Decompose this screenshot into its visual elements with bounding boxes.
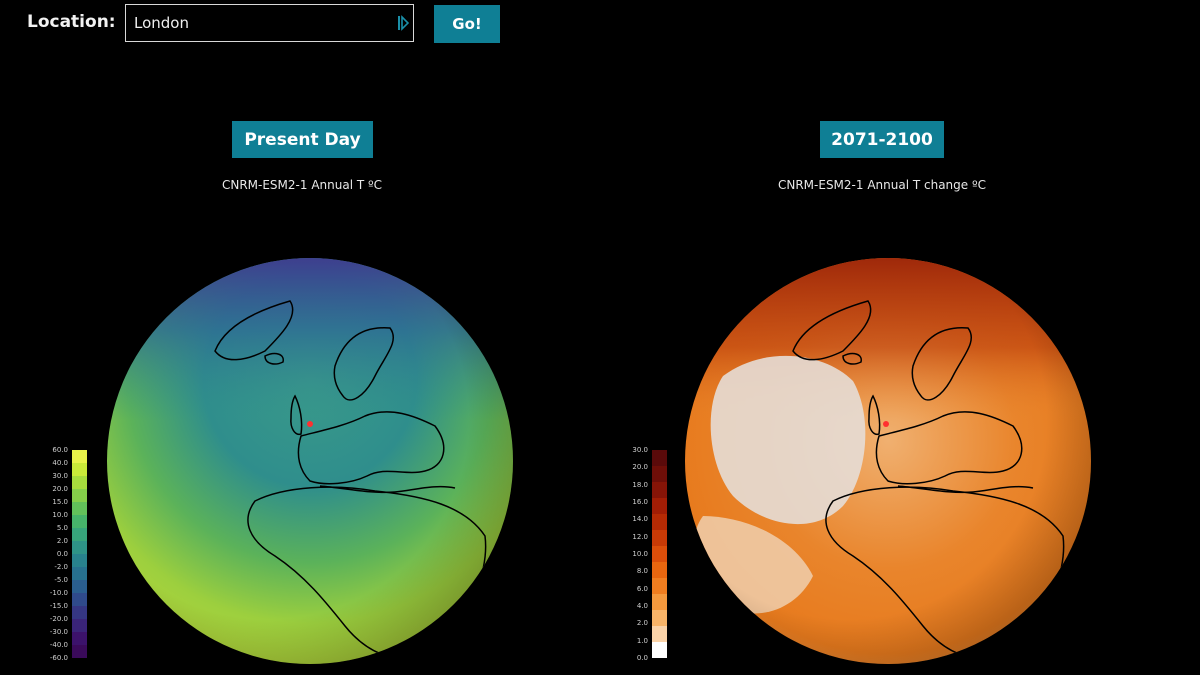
colorbar-segment — [72, 463, 87, 477]
location-input[interactable] — [125, 4, 414, 42]
colorbar-tick-label: -30.0 — [49, 628, 68, 636]
colorbar-tick-label: 5.0 — [56, 524, 68, 532]
colorbar-tick-label: -15.0 — [49, 602, 68, 610]
colorbar-segment — [652, 578, 667, 595]
present-day-colorbar — [72, 450, 87, 658]
colorbar-tick-label: 16.0 — [632, 497, 648, 506]
present-day-subtitle: CNRM-ESM2-1 Annual T ºC — [221, 178, 383, 192]
colorbar-tick-label: 10.0 — [632, 549, 648, 558]
colorbar-tick-label: 1.0 — [636, 636, 648, 645]
colorbar-tick-label: 2.0 — [636, 619, 648, 628]
colorbar-tick-label: 30.0 — [52, 472, 68, 480]
colorbar-segment — [652, 626, 667, 643]
colorbar-segment — [72, 632, 87, 646]
colorbar-tick-label: 20.0 — [632, 463, 648, 472]
colorbar-segment — [72, 502, 87, 516]
colorbar-segment — [72, 489, 87, 503]
colorbar-tick-label: 14.0 — [632, 515, 648, 524]
colorbar-segment — [72, 593, 87, 607]
colorbar-segment — [652, 594, 667, 611]
colorbar-tick-label: 10.0 — [52, 511, 68, 519]
colorbar-segment — [652, 562, 667, 579]
colorbar-tick-label: -5.0 — [54, 576, 68, 584]
colorbar-segment — [652, 466, 667, 483]
colorbar-tick-label: -2.0 — [54, 563, 68, 571]
colorbar-tick-label: 12.0 — [632, 532, 648, 541]
colorbar-segment — [652, 610, 667, 627]
colorbar-tick-label: 30.0 — [632, 446, 648, 454]
colorbar-segment — [72, 450, 87, 464]
colorbar-segment — [652, 642, 667, 658]
colorbar-tick-label: 60.0 — [52, 446, 68, 454]
colorbar-tick-label: 18.0 — [632, 480, 648, 489]
colorbar-segment — [72, 580, 87, 594]
colorbar-tick-label: -40.0 — [49, 641, 68, 649]
present-day-colorbar-ticks: 60.0 40.0 30.0 20.0 15.0 10.0 5.0 2.0 0.0 -2.0 -5.… — [40, 446, 68, 662]
future-globe[interactable] — [683, 256, 1093, 666]
colorbar-tick-label: -60.0 — [49, 654, 68, 662]
present-day-button[interactable]: Present Day — [232, 121, 373, 158]
location-arrow-icon[interactable] — [397, 15, 409, 31]
colorbar-tick-label: 40.0 — [52, 459, 68, 467]
colorbar-tick-label: 8.0 — [636, 567, 648, 576]
future-subtitle: CNRM-ESM2-1 Annual T change ºC — [777, 178, 987, 192]
colorbar-segment — [72, 515, 87, 529]
future-colorbar-ticks: 30.0 20.0 18.0 16.0 14.0 12.0 10.0 8.0 6.0 4.0 2.0… — [620, 446, 648, 662]
location-marker-icon — [883, 421, 889, 427]
location-label: Location: — [27, 12, 116, 32]
go-button[interactable]: Go! — [434, 5, 500, 43]
colorbar-segment — [72, 541, 87, 555]
colorbar-segment — [652, 450, 667, 467]
future-colorbar — [652, 450, 667, 658]
colorbar-segment — [72, 554, 87, 568]
colorbar-segment — [72, 606, 87, 620]
present-day-globe[interactable] — [105, 256, 515, 666]
colorbar-segment — [652, 530, 667, 547]
colorbar-segment — [652, 498, 667, 515]
colorbar-segment — [652, 514, 667, 531]
colorbar-tick-label: 15.0 — [52, 498, 68, 506]
colorbar-tick-label: -10.0 — [49, 589, 68, 597]
future-period-button[interactable]: 2071-2100 — [820, 121, 944, 158]
colorbar-tick-label: 4.0 — [636, 601, 648, 610]
colorbar-tick-label: 0.0 — [636, 653, 648, 662]
colorbar-segment — [72, 619, 87, 633]
location-marker-icon — [307, 421, 313, 427]
colorbar-tick-label: 2.0 — [56, 537, 68, 545]
colorbar-segment — [652, 482, 667, 499]
colorbar-segment — [72, 645, 87, 658]
colorbar-segment — [72, 476, 87, 490]
colorbar-tick-label: 6.0 — [636, 584, 648, 593]
colorbar-tick-label: -20.0 — [49, 615, 68, 623]
colorbar-tick-label: 20.0 — [52, 485, 68, 493]
colorbar-segment — [652, 546, 667, 563]
colorbar-segment — [72, 567, 87, 581]
colorbar-segment — [72, 528, 87, 542]
colorbar-tick-label: 0.0 — [56, 550, 68, 558]
